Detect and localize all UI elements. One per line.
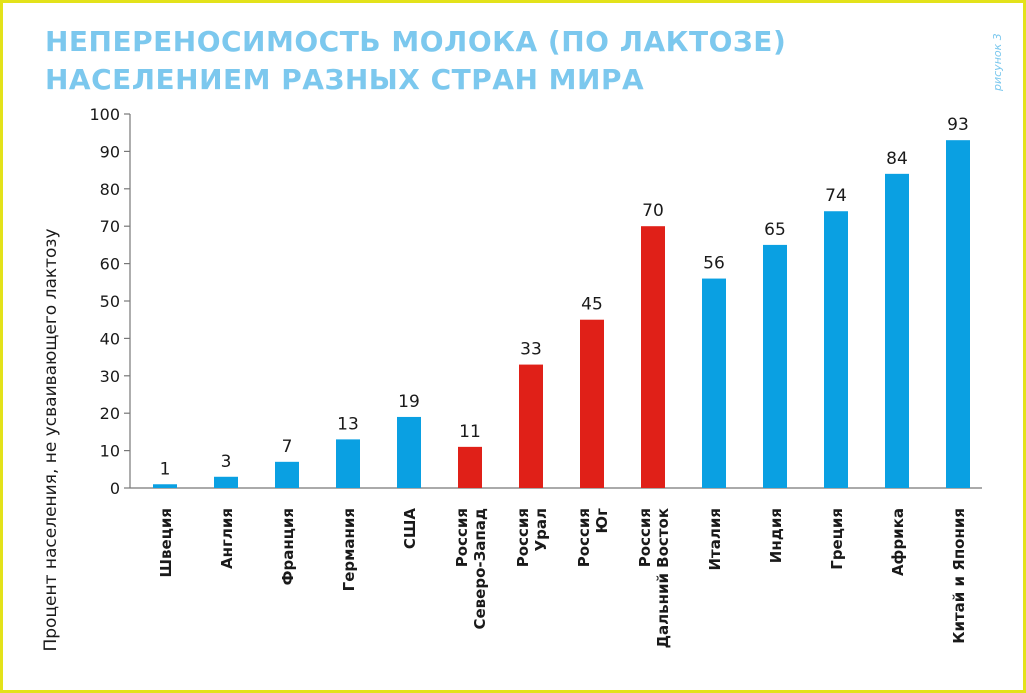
bar	[153, 484, 177, 488]
chart-title-line-2: НАСЕЛЕНИЕМ РАЗНЫХ СТРАН МИРА	[45, 63, 645, 96]
data-label: 7	[282, 437, 293, 457]
x-tick-label: Африка	[889, 508, 907, 576]
bar	[702, 278, 726, 488]
x-tick-label: Греция	[828, 508, 846, 570]
y-tick-label: 70	[100, 217, 120, 236]
y-tick-label: 60	[100, 255, 120, 274]
bar	[946, 140, 970, 488]
x-tick-label: Италия	[706, 508, 724, 571]
y-tick-label: 30	[100, 367, 120, 386]
x-tick-label: Северо-Запад	[471, 508, 489, 630]
y-tick-label: 80	[100, 180, 120, 199]
x-tick-label: Китай и Япония	[950, 508, 968, 644]
bar	[763, 244, 787, 488]
x-tick-label: Индия	[767, 508, 785, 563]
y-axis-label: Процент населения, не усваивающего лакто…	[41, 228, 61, 651]
data-label: 84	[886, 149, 908, 169]
data-label: 1	[160, 459, 171, 479]
data-label: 11	[459, 422, 481, 442]
x-tick-label: Англия	[218, 508, 236, 569]
data-label: 19	[398, 392, 420, 412]
data-label: 3	[221, 452, 232, 472]
x-tick-label: Россия	[453, 508, 471, 567]
chart-title: НЕПЕРЕНОСИМОСТЬ МОЛОКА (ПО ЛАКТОЗЕ) НАСЕ…	[45, 23, 786, 99]
bar	[214, 476, 238, 488]
x-tick-label: Урал	[532, 508, 550, 551]
y-tick-label: 40	[100, 329, 120, 348]
bar	[397, 416, 421, 488]
data-label: 65	[764, 220, 786, 240]
bar	[885, 173, 909, 488]
y-tick-label: 100	[89, 105, 120, 124]
x-tick-label: Россия	[514, 508, 532, 567]
x-tick-label: Дальний Восток	[654, 508, 672, 648]
x-tick-label: Швеция	[157, 508, 175, 577]
x-tick-label: Германия	[340, 508, 358, 591]
y-tick-label: 90	[100, 142, 120, 161]
bar	[519, 364, 543, 488]
data-label: 74	[825, 186, 847, 206]
bar	[580, 319, 604, 488]
bar	[458, 446, 482, 488]
y-tick-label: 50	[100, 292, 120, 311]
bar	[641, 226, 665, 488]
x-tick-label: Франция	[279, 508, 297, 585]
x-tick-label: США	[401, 508, 419, 550]
data-label: 45	[581, 295, 603, 315]
bar	[336, 439, 360, 488]
data-label: 70	[642, 201, 664, 221]
data-label: 13	[337, 414, 359, 434]
x-tick-label: Россия	[636, 508, 654, 567]
x-tick-label: Юг	[593, 508, 611, 534]
bar	[824, 211, 848, 489]
y-tick-label: 20	[100, 404, 120, 423]
data-label: 56	[703, 254, 725, 274]
data-label: 33	[520, 340, 542, 360]
y-tick-label: 10	[100, 442, 120, 461]
chart-title-line-1: НЕПЕРЕНОСИМОСТЬ МОЛОКА (ПО ЛАКТОЗЕ)	[45, 25, 787, 58]
data-label: 93	[947, 115, 969, 135]
bar	[275, 461, 299, 488]
y-tick-label: 0	[110, 479, 120, 498]
x-tick-label: Россия	[575, 508, 593, 567]
